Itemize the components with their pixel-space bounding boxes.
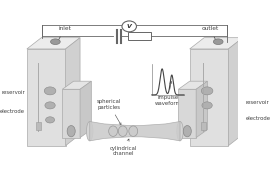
Text: impulse
waveform: impulse waveform	[154, 81, 181, 106]
Ellipse shape	[44, 87, 56, 95]
Ellipse shape	[177, 122, 183, 141]
Text: electrode: electrode	[245, 116, 270, 121]
Polygon shape	[90, 122, 180, 141]
Bar	[36, 122, 41, 130]
Polygon shape	[228, 38, 243, 146]
Polygon shape	[178, 81, 207, 89]
Text: outlet: outlet	[201, 26, 219, 42]
Ellipse shape	[46, 117, 55, 123]
Ellipse shape	[129, 126, 138, 136]
Polygon shape	[196, 81, 207, 138]
Text: spherical
particles: spherical particles	[97, 99, 121, 125]
Polygon shape	[190, 38, 243, 49]
Ellipse shape	[183, 125, 191, 137]
Polygon shape	[178, 89, 196, 138]
Ellipse shape	[67, 125, 75, 137]
Ellipse shape	[118, 126, 127, 136]
Text: V: V	[127, 24, 132, 29]
Bar	[129, 32, 151, 40]
Ellipse shape	[50, 39, 60, 45]
Text: reservoir: reservoir	[245, 100, 269, 105]
Polygon shape	[66, 38, 80, 146]
Polygon shape	[190, 49, 228, 146]
Polygon shape	[62, 81, 91, 89]
Ellipse shape	[202, 102, 212, 109]
Text: reservoir: reservoir	[2, 90, 25, 95]
Polygon shape	[27, 49, 66, 146]
Text: electrode: electrode	[0, 109, 25, 114]
Text: cylindrical
channel: cylindrical channel	[110, 139, 137, 156]
Ellipse shape	[213, 39, 223, 45]
Ellipse shape	[86, 122, 93, 141]
Polygon shape	[62, 89, 80, 138]
Ellipse shape	[45, 102, 55, 109]
Polygon shape	[80, 81, 91, 138]
Ellipse shape	[201, 87, 213, 95]
Ellipse shape	[122, 21, 136, 32]
Ellipse shape	[109, 126, 117, 136]
Polygon shape	[27, 38, 80, 49]
Text: inlet: inlet	[57, 26, 72, 42]
Bar	[201, 122, 206, 130]
